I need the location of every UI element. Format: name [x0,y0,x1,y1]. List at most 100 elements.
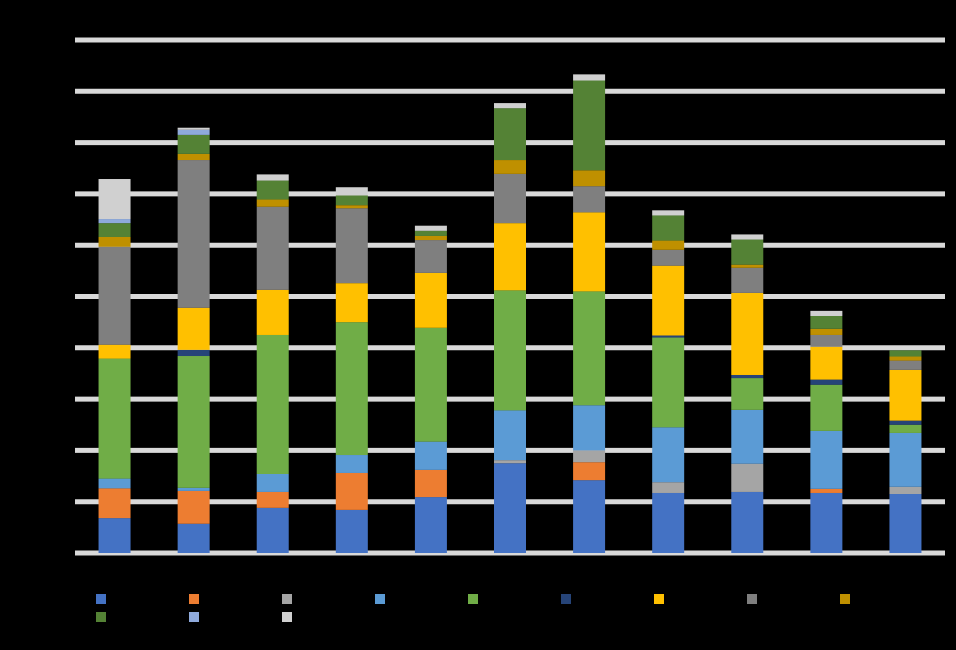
bar-segment [652,240,685,250]
bar-segment [177,356,210,488]
bar-segment [98,488,131,519]
bar-segment [731,292,764,375]
bar-segment [573,462,606,481]
legend-swatch [189,612,199,622]
bar-segment [652,492,685,553]
bar-segment [573,291,606,406]
bar-segment [652,335,685,338]
legend-swatch [96,594,106,604]
bar-segment [177,307,210,350]
bar-segment [414,469,447,498]
bar-segment [731,409,764,464]
bar-segment [414,327,447,442]
bar-segment [256,491,289,508]
bar-segment [177,134,210,154]
bar-segment [731,234,764,240]
bar-segment [810,492,843,553]
bar-segment [494,103,526,109]
bar-segment [652,215,685,241]
bar-segment [810,315,843,329]
bar-segment [335,187,368,196]
legend-swatch [282,594,292,604]
bar-segment [573,80,606,171]
bar-segment [335,205,368,209]
bar-segment [98,518,131,553]
bar-segment [256,334,289,474]
bar-segment [573,480,606,553]
bar-segment [256,507,289,553]
bar-segment [256,199,289,207]
bar-segment [177,523,210,553]
bar-segment [177,487,210,491]
bar-segment [810,488,843,493]
bar-segment [494,160,526,174]
bar-segment [98,219,131,224]
legend-swatch [468,594,478,604]
bar-segment [810,346,843,380]
bar-segment [731,264,764,268]
bar-segment [573,186,606,213]
legend-swatch [189,594,199,604]
legend-swatch [561,594,571,604]
bar-segment [177,160,210,308]
bar-segment [573,170,606,187]
bar-segment [889,350,922,357]
bar-segment [414,441,447,470]
bar-segment [98,246,131,345]
bar-segment [414,230,447,236]
bar-segment [889,494,922,553]
bar-segment [652,210,685,216]
legend-swatch [840,594,850,604]
bar-segment [889,420,922,425]
bar-segment [494,463,526,553]
bar-segment [414,272,447,328]
legend-swatch [375,594,385,604]
bar-segment [810,430,843,489]
bar-segment [335,509,368,553]
bar-segment [335,283,368,323]
bar-segment [731,378,764,410]
legend-swatch [96,612,106,622]
bar-segment [98,344,131,359]
bar-segment [652,265,685,336]
bar-segment [810,379,843,385]
bar-segment [573,450,606,463]
bar-segment [414,497,447,553]
bar-segment [889,356,922,361]
bar-segment [573,212,606,292]
bar-segment [889,424,922,433]
bar-segment [573,405,606,451]
bar-segment [810,328,843,335]
bar-segment [494,108,526,161]
bar-segment [414,225,447,231]
bar-segment [98,358,131,479]
bar-segment [494,410,526,461]
bar-segment [889,360,922,370]
bar-segment [731,491,764,553]
bar-segment [494,290,526,411]
bar-segment [335,472,368,510]
bar-segment [573,74,606,81]
bar-segment [177,490,210,524]
bar-segment [810,384,843,431]
bar-segment [335,455,368,473]
bar-segment [414,235,447,241]
bar-segment [256,174,289,181]
bar-segment [652,482,685,493]
bar-segment [177,127,210,130]
bar-segment [335,195,368,206]
bar-segment [494,460,526,464]
bar-segment [731,374,764,379]
bar-segment [731,239,764,265]
bar-segment [810,334,843,347]
bar-segment [335,322,368,456]
bar-segment [98,179,131,220]
bar-segment [256,289,289,335]
bar-segment [98,223,131,237]
bar-segment [652,337,685,428]
bar-segment [256,180,289,200]
bar-segment [494,173,526,224]
bar-segment [177,349,210,357]
